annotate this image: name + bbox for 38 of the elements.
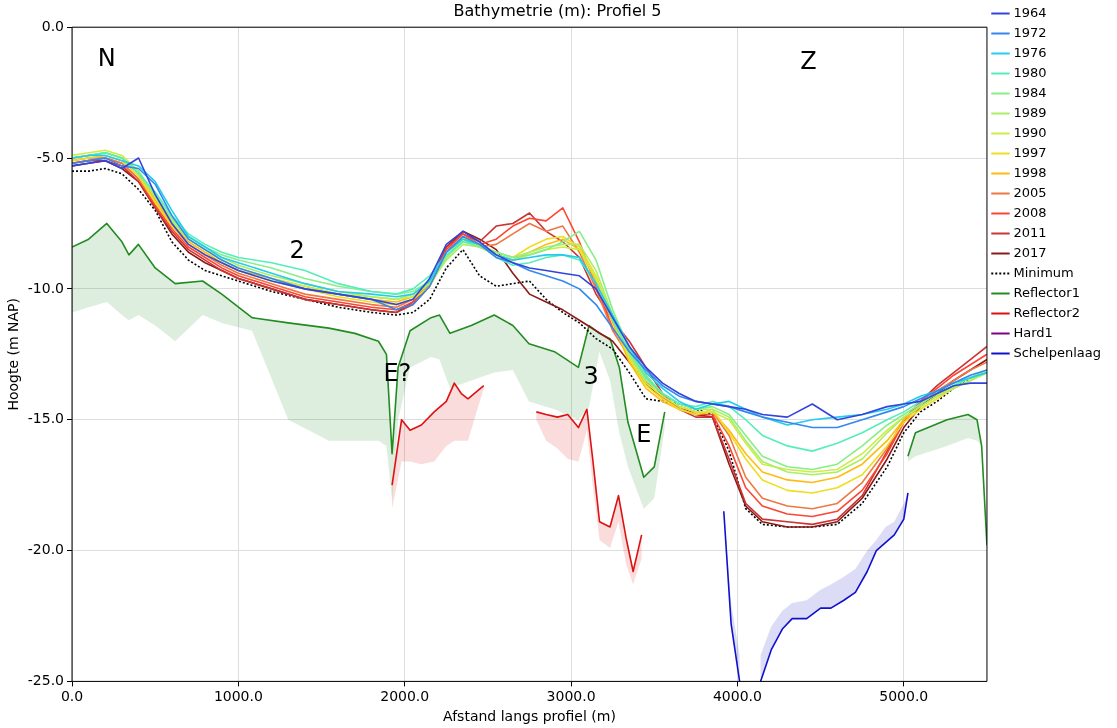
y-axis-title: Hoogte (m NAP) <box>5 298 22 411</box>
legend-label: Hard1 <box>1013 324 1053 340</box>
chart-title: Bathymetrie (m): Profiel 5 <box>453 0 662 20</box>
y-tick-label: 0.0 <box>41 17 65 34</box>
legend-label: 1980 <box>1013 64 1047 80</box>
y-tick-label: -15.0 <box>27 410 65 427</box>
x-tick-label: 0.0 <box>60 688 84 705</box>
legend-label: 1976 <box>1013 44 1047 60</box>
legend-label: 2017 <box>1013 244 1047 260</box>
legend-label: Reflector2 <box>1013 304 1080 320</box>
annotation: E <box>636 420 652 449</box>
legend-label: Schelpenlaag <box>1013 344 1102 360</box>
y-tick-label: -10.0 <box>27 279 65 296</box>
x-tick-label: 2000.0 <box>380 688 430 705</box>
legend-label: Minimum <box>1013 264 1074 280</box>
legend-label: 1989 <box>1013 104 1047 120</box>
legend-label: 1997 <box>1013 144 1047 160</box>
annotation: 3 <box>583 362 599 391</box>
legend-label: Reflector1 <box>1013 284 1080 300</box>
legend-label: 1964 <box>1013 4 1047 20</box>
legend-label: 2008 <box>1013 204 1047 220</box>
annotation: Z <box>800 47 817 76</box>
x-tick-label: 3000.0 <box>546 688 596 705</box>
annotation: N <box>97 44 116 73</box>
y-tick-label: -25.0 <box>27 672 65 689</box>
y-tick-label: -5.0 <box>36 148 65 165</box>
x-tick-label: 4000.0 <box>712 688 762 705</box>
y-tick-label: -20.0 <box>27 541 65 558</box>
legend-label: 1990 <box>1013 124 1047 140</box>
legend-label: 2011 <box>1013 224 1047 240</box>
legend-label: 1998 <box>1013 164 1047 180</box>
annotation: 2 <box>289 236 305 265</box>
x-tick-label: 5000.0 <box>879 688 929 705</box>
x-axis-title: Afstand langs profiel (m) <box>443 708 616 725</box>
x-tick-label: 1000.0 <box>213 688 263 705</box>
legend-label: 1972 <box>1013 24 1047 40</box>
legend-label: 2005 <box>1013 184 1047 200</box>
legend-label: 1984 <box>1013 84 1047 100</box>
